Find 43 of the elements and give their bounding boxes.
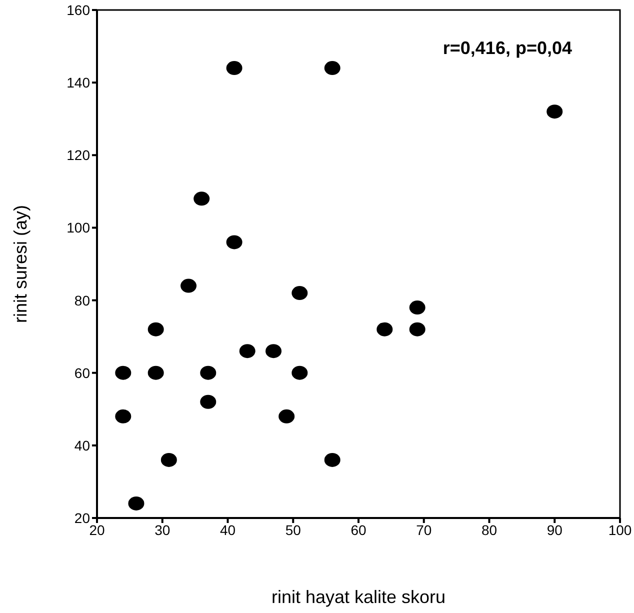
point	[148, 322, 164, 336]
x-tick-label: 50	[285, 522, 302, 538]
y-axis-title: rinit suresi (ay)	[10, 204, 30, 324]
x-tick-label: 60	[350, 522, 366, 538]
point	[160, 452, 177, 467]
point	[292, 366, 308, 380]
annotation: r=0,416, p=0,04	[442, 38, 572, 58]
point	[546, 104, 563, 119]
point	[180, 278, 197, 293]
point	[409, 322, 426, 336]
y-tick-label: 80	[74, 292, 90, 308]
point	[324, 61, 340, 76]
point	[266, 344, 282, 358]
point	[409, 300, 426, 315]
x-tick-label: 30	[154, 522, 170, 538]
point	[278, 409, 295, 424]
point	[115, 366, 132, 380]
y-tick-label: 140	[66, 74, 90, 91]
y-tick-label: 60	[74, 364, 90, 381]
point	[239, 344, 256, 358]
x-tick-label: 70	[416, 522, 432, 538]
x-tick-label: 100	[608, 522, 632, 538]
x-axis-title: rinit hayat kalite skoru	[271, 587, 446, 607]
y-tick-label: 100	[66, 220, 90, 236]
point	[115, 409, 132, 424]
y-tick-label: 120	[66, 147, 90, 164]
x-tick-label: 40	[220, 522, 236, 538]
y-tick-label: 20	[74, 510, 90, 526]
point	[200, 366, 216, 380]
point	[226, 61, 242, 76]
point	[292, 286, 308, 300]
point	[148, 366, 164, 380]
point	[200, 394, 216, 409]
point	[128, 496, 144, 510]
point	[324, 452, 340, 467]
x-tick-label: 90	[546, 522, 563, 538]
x-tick-label: 20	[89, 522, 105, 538]
point	[226, 235, 242, 250]
x-tick-label: 80	[481, 522, 498, 538]
point	[376, 322, 393, 336]
point	[194, 192, 210, 206]
y-tick-label: 40	[74, 437, 90, 454]
y-tick-label: 160	[66, 2, 90, 18]
